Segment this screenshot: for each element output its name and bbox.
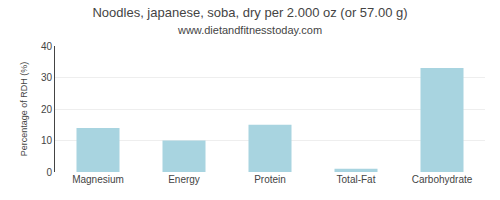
svg-text:40: 40 <box>41 41 53 52</box>
svg-text:30: 30 <box>41 72 53 83</box>
svg-text:Protein: Protein <box>254 174 286 185</box>
svg-text:Noodles, japanese, soba, dry p: Noodles, japanese, soba, dry per 2.000 o… <box>92 5 407 36</box>
svg-text:Energy: Energy <box>168 174 200 185</box>
svg-text:Magnesium: Magnesium <box>72 174 124 185</box>
svg-text:Total-Fat: Total-Fat <box>337 174 376 185</box>
svg-text:10: 10 <box>41 135 53 146</box>
svg-text:0: 0 <box>46 167 52 178</box>
svg-text:20: 20 <box>41 104 53 115</box>
svg-text:Percentage of RDH (%): Percentage of RDH (%) <box>19 62 29 157</box>
svg-text:Carbohydrate: Carbohydrate <box>412 174 473 185</box>
